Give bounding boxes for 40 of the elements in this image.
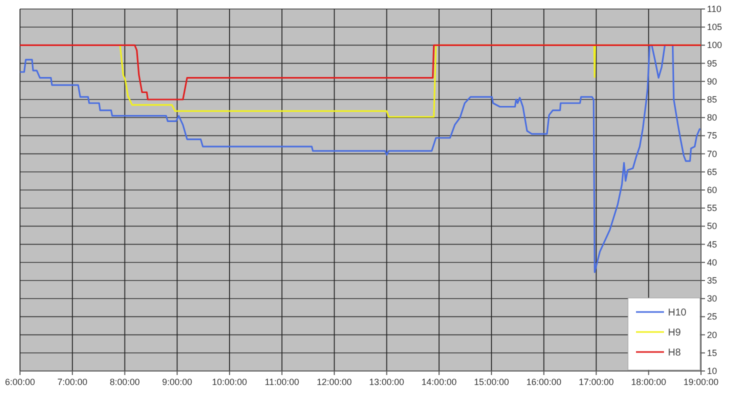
x-tick-label: 18:00:00 bbox=[631, 377, 666, 387]
y-tick-label: 45 bbox=[707, 239, 718, 250]
y-tick-label: 20 bbox=[707, 330, 718, 340]
y-tick-label: 55 bbox=[707, 203, 718, 214]
x-tick-label: 19:00:00 bbox=[683, 377, 719, 387]
y-tick-label: 30 bbox=[707, 294, 718, 304]
x-tick-label: 9:00:00 bbox=[162, 377, 192, 387]
line-series bbox=[19, 44, 702, 100]
x-tick-label: 15:00:00 bbox=[474, 377, 509, 387]
y-tick-label: 15 bbox=[707, 348, 718, 358]
y-tick-label: 25 bbox=[707, 312, 718, 322]
y-tick-label: 80 bbox=[707, 112, 718, 123]
legend-label: H10 bbox=[668, 308, 687, 318]
x-tick-label: 7:00:00 bbox=[57, 377, 88, 387]
y-tick-label: 40 bbox=[707, 257, 718, 268]
x-tick-label: 17:00:00 bbox=[578, 377, 614, 387]
legend-label: H8 bbox=[668, 348, 682, 358]
y-tick-label: 85 bbox=[707, 94, 718, 104]
legend-label: H9 bbox=[668, 328, 682, 338]
x-tick-label: 8:00:00 bbox=[110, 377, 140, 387]
y-tick-label: 65 bbox=[707, 166, 718, 177]
y-tick-label: 90 bbox=[707, 76, 718, 86]
y-tick-label: 110 bbox=[707, 4, 722, 14]
line-series bbox=[19, 44, 701, 273]
x-tick-label: 10:00:00 bbox=[212, 377, 248, 387]
x-tick-label: 11:00:00 bbox=[264, 377, 300, 387]
y-tick-label: 10 bbox=[707, 366, 718, 376]
y-tick-label: 50 bbox=[707, 221, 718, 232]
x-tick-label: 12:00:00 bbox=[316, 377, 352, 387]
y-tick-label: 95 bbox=[707, 58, 718, 68]
y-tick-label: 70 bbox=[707, 148, 718, 159]
y-tick-label: 35 bbox=[707, 276, 718, 286]
x-tick-label: 13:00:00 bbox=[369, 377, 404, 387]
y-tick-label: 105 bbox=[707, 22, 722, 32]
x-tick-label: 14:00:00 bbox=[422, 377, 457, 387]
y-tick-label: 100 bbox=[707, 40, 722, 50]
x-tick-label: 6:00:00 bbox=[4, 377, 36, 387]
y-tick-label: 60 bbox=[707, 185, 718, 195]
y-tick-label: 75 bbox=[707, 130, 718, 141]
x-tick-label: 16:00:00 bbox=[526, 377, 562, 387]
